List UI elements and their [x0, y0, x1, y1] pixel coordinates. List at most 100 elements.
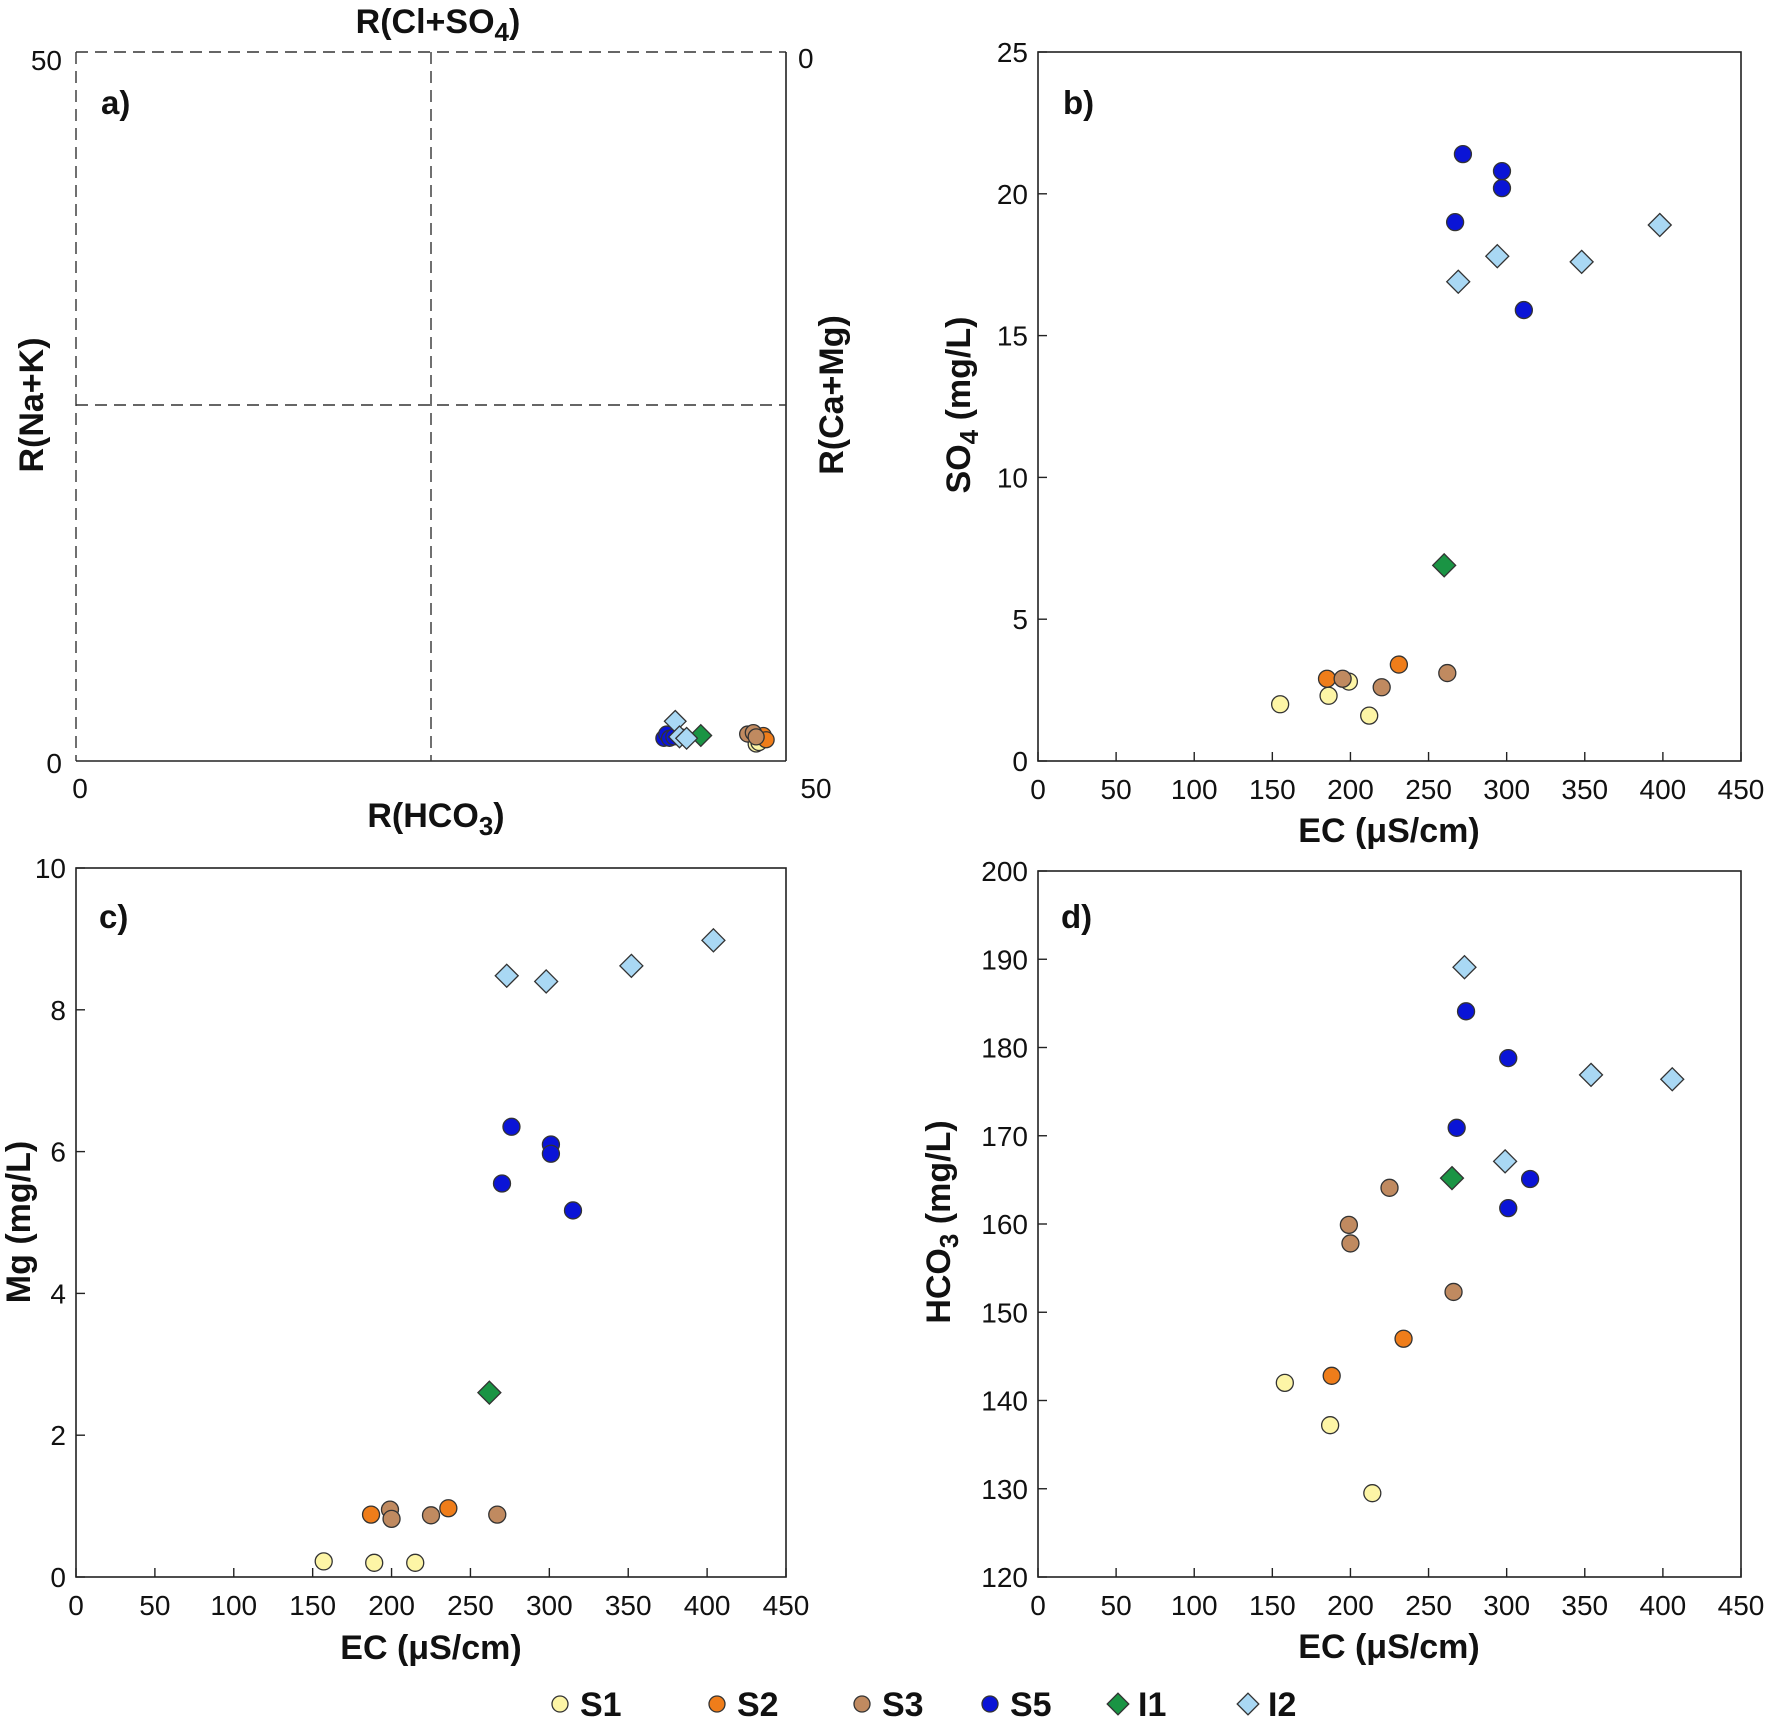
panel-d-y-tick-label: 200 [981, 856, 1028, 887]
panel-c-mg-vs-ec: c) EC (μS/cm) Mg (mg/L) 0 50 100 150 200 250 3… [0, 853, 809, 1667]
panel-c-point-s5 [563, 1201, 583, 1220]
panel-d-point-s5 [1499, 1048, 1518, 1068]
panel-b-point-s1 [1360, 706, 1379, 725]
panel-c-point-i1 [476, 1380, 502, 1406]
panel-c-x-tick-label: 250 [447, 1590, 494, 1621]
panel-c-x-tick-label: 100 [210, 1590, 257, 1621]
panel-b-x-tick-label: 100 [1171, 774, 1218, 805]
panel-b-point-i2 [1445, 269, 1471, 295]
panel-a-label-bottom-right: 50 [800, 773, 831, 804]
legend-label-s3: S3 [882, 1686, 924, 1723]
panel-a-tag: a) [101, 84, 130, 121]
panel-b-y-tick-label: 0 [1012, 746, 1028, 777]
panel-d-marks [1275, 954, 1685, 1503]
legend-marker-s5 [981, 1695, 999, 1713]
panel-b-point-s5 [1492, 178, 1512, 198]
panel-d-point-s3 [1380, 1178, 1399, 1197]
panel-b-point-s5 [1453, 144, 1473, 164]
panel-b-ticks: 0 50 100 150 200 250 300 350 400 450 0 5 10 15 20 25 [997, 37, 1765, 805]
panel-d-x-tick-label: 50 [1101, 1590, 1132, 1621]
legend-marker-s2 [708, 1695, 726, 1713]
panel-a-right-title: R(Ca+Mg) [813, 315, 851, 475]
panel-b-x-tick-label: 0 [1030, 774, 1046, 805]
panel-b-y-tick-label: 15 [997, 321, 1028, 352]
panel-d-x-tick-label: 0 [1030, 1590, 1046, 1621]
panel-b-point-i2 [1569, 249, 1595, 275]
panel-b-point-i2 [1647, 212, 1673, 238]
panel-b-x-tick-label: 200 [1327, 774, 1374, 805]
legend-marker-i2 [1236, 1692, 1260, 1716]
panel-d-y-tick-label: 170 [981, 1121, 1028, 1152]
panel-c-y-tick-label: 8 [50, 995, 66, 1026]
panel-b-point-s1 [1270, 695, 1290, 714]
panel-d-plot-frame [1037, 870, 1742, 1578]
panel-d-point-i2 [1492, 1148, 1518, 1174]
panel-d-point-s5 [1520, 1169, 1540, 1189]
panel-d-point-s5 [1499, 1198, 1518, 1218]
panel-d-tag: d) [1061, 898, 1092, 935]
panel-b-point-i2 [1484, 243, 1510, 269]
panel-d-y-tick-label: 120 [981, 1562, 1028, 1593]
panel-b-x-tick-label: 400 [1640, 774, 1687, 805]
panel-c-point-s5 [541, 1144, 561, 1163]
panel-c-y-tick-label: 6 [50, 1137, 66, 1168]
panel-b-y-title: SO4 (mg/L) [940, 317, 984, 494]
panel-c-point-s1 [406, 1553, 425, 1572]
panel-b-point-s3 [1372, 678, 1391, 697]
panel-b-point-s5 [1492, 161, 1512, 181]
panel-b-x-title: EC (μS/cm) [1298, 812, 1479, 850]
panel-b-y-tick-label: 20 [997, 179, 1028, 210]
panel-c-point-s5 [492, 1174, 512, 1193]
panel-c-plot-frame [75, 867, 787, 1578]
panel-d-x-tick-label: 100 [1171, 1590, 1218, 1621]
panel-b-point-s2 [1389, 655, 1409, 674]
panel-d-ticks: 0 50 100 150 200 250 300 350 400 450 120 130 140 150 1… [981, 856, 1764, 1621]
legend-label-s2: S2 [737, 1686, 779, 1723]
panel-d-y-tick-label: 130 [981, 1474, 1028, 1505]
panel-c-point-s2 [439, 1499, 458, 1518]
panel-b-tag: b) [1063, 84, 1094, 121]
legend: S1 S2 S3 S5 I1 I2 [551, 1686, 1296, 1723]
panel-d-x-tick-label: 250 [1405, 1590, 1452, 1621]
panel-a-label-right-top: 0 [798, 43, 814, 74]
panel-c-y-tick-label: 4 [50, 1278, 66, 1309]
panel-d-point-s1 [1363, 1484, 1382, 1503]
panel-d-point-i2 [1452, 954, 1477, 980]
panel-c-x-tick-label: 200 [368, 1590, 415, 1621]
panel-a-marks [655, 709, 775, 753]
panel-b-x-tick-label: 450 [1718, 774, 1765, 805]
panel-b-y-tick-label: 5 [1012, 604, 1028, 635]
panel-c-y-tick-label: 2 [50, 1420, 66, 1451]
panel-c-x-tick-label: 150 [289, 1590, 336, 1621]
panel-c-y-tick-label: 10 [35, 853, 66, 884]
panel-d-point-i1 [1439, 1165, 1465, 1191]
panel-c-x-tick-label: 300 [526, 1590, 573, 1621]
panel-b-x-tick-label: 350 [1561, 774, 1608, 805]
panel-d-x-tick-label: 450 [1718, 1590, 1765, 1621]
panel-c-x-tick-label: 400 [684, 1590, 731, 1621]
panel-c-point-s3 [421, 1506, 441, 1525]
panel-b-marks [1270, 144, 1673, 725]
panel-b-y-tick-label: 10 [997, 462, 1028, 493]
panel-d-point-s5 [1456, 1002, 1476, 1021]
panel-d-y-title: HCO3 (mg/L) [920, 1120, 964, 1323]
panel-d-x-title: EC (μS/cm) [1298, 1628, 1479, 1666]
panel-c-y-title: Mg (mg/L) [0, 1141, 38, 1303]
panel-a-label-left-top: 50 [31, 45, 62, 76]
panel-b-y-tick-label: 25 [997, 37, 1028, 68]
panel-a-top-title: R(Cl+SO4) [356, 3, 521, 47]
legend-label-s5: S5 [1010, 1686, 1052, 1723]
panel-d-y-tick-label: 150 [981, 1297, 1028, 1328]
panel-d-x-tick-label: 400 [1640, 1590, 1687, 1621]
panel-c-tag: c) [99, 898, 128, 935]
panel-d-point-i2 [1578, 1062, 1604, 1088]
panel-b-point-s2 [1317, 669, 1337, 688]
panel-d-point-s2 [1322, 1366, 1341, 1385]
panel-c-point-i2 [494, 963, 520, 989]
legend-marker-s3 [853, 1695, 871, 1713]
panel-b-x-tick-label: 300 [1483, 774, 1530, 805]
panel-d-point-i2 [1659, 1066, 1685, 1092]
panel-d-hco3-vs-ec: d) EC (μS/cm) HCO3 (mg/L) 0 50 100 150 200 25… [920, 856, 1764, 1666]
panel-d-point-s1 [1320, 1416, 1340, 1435]
